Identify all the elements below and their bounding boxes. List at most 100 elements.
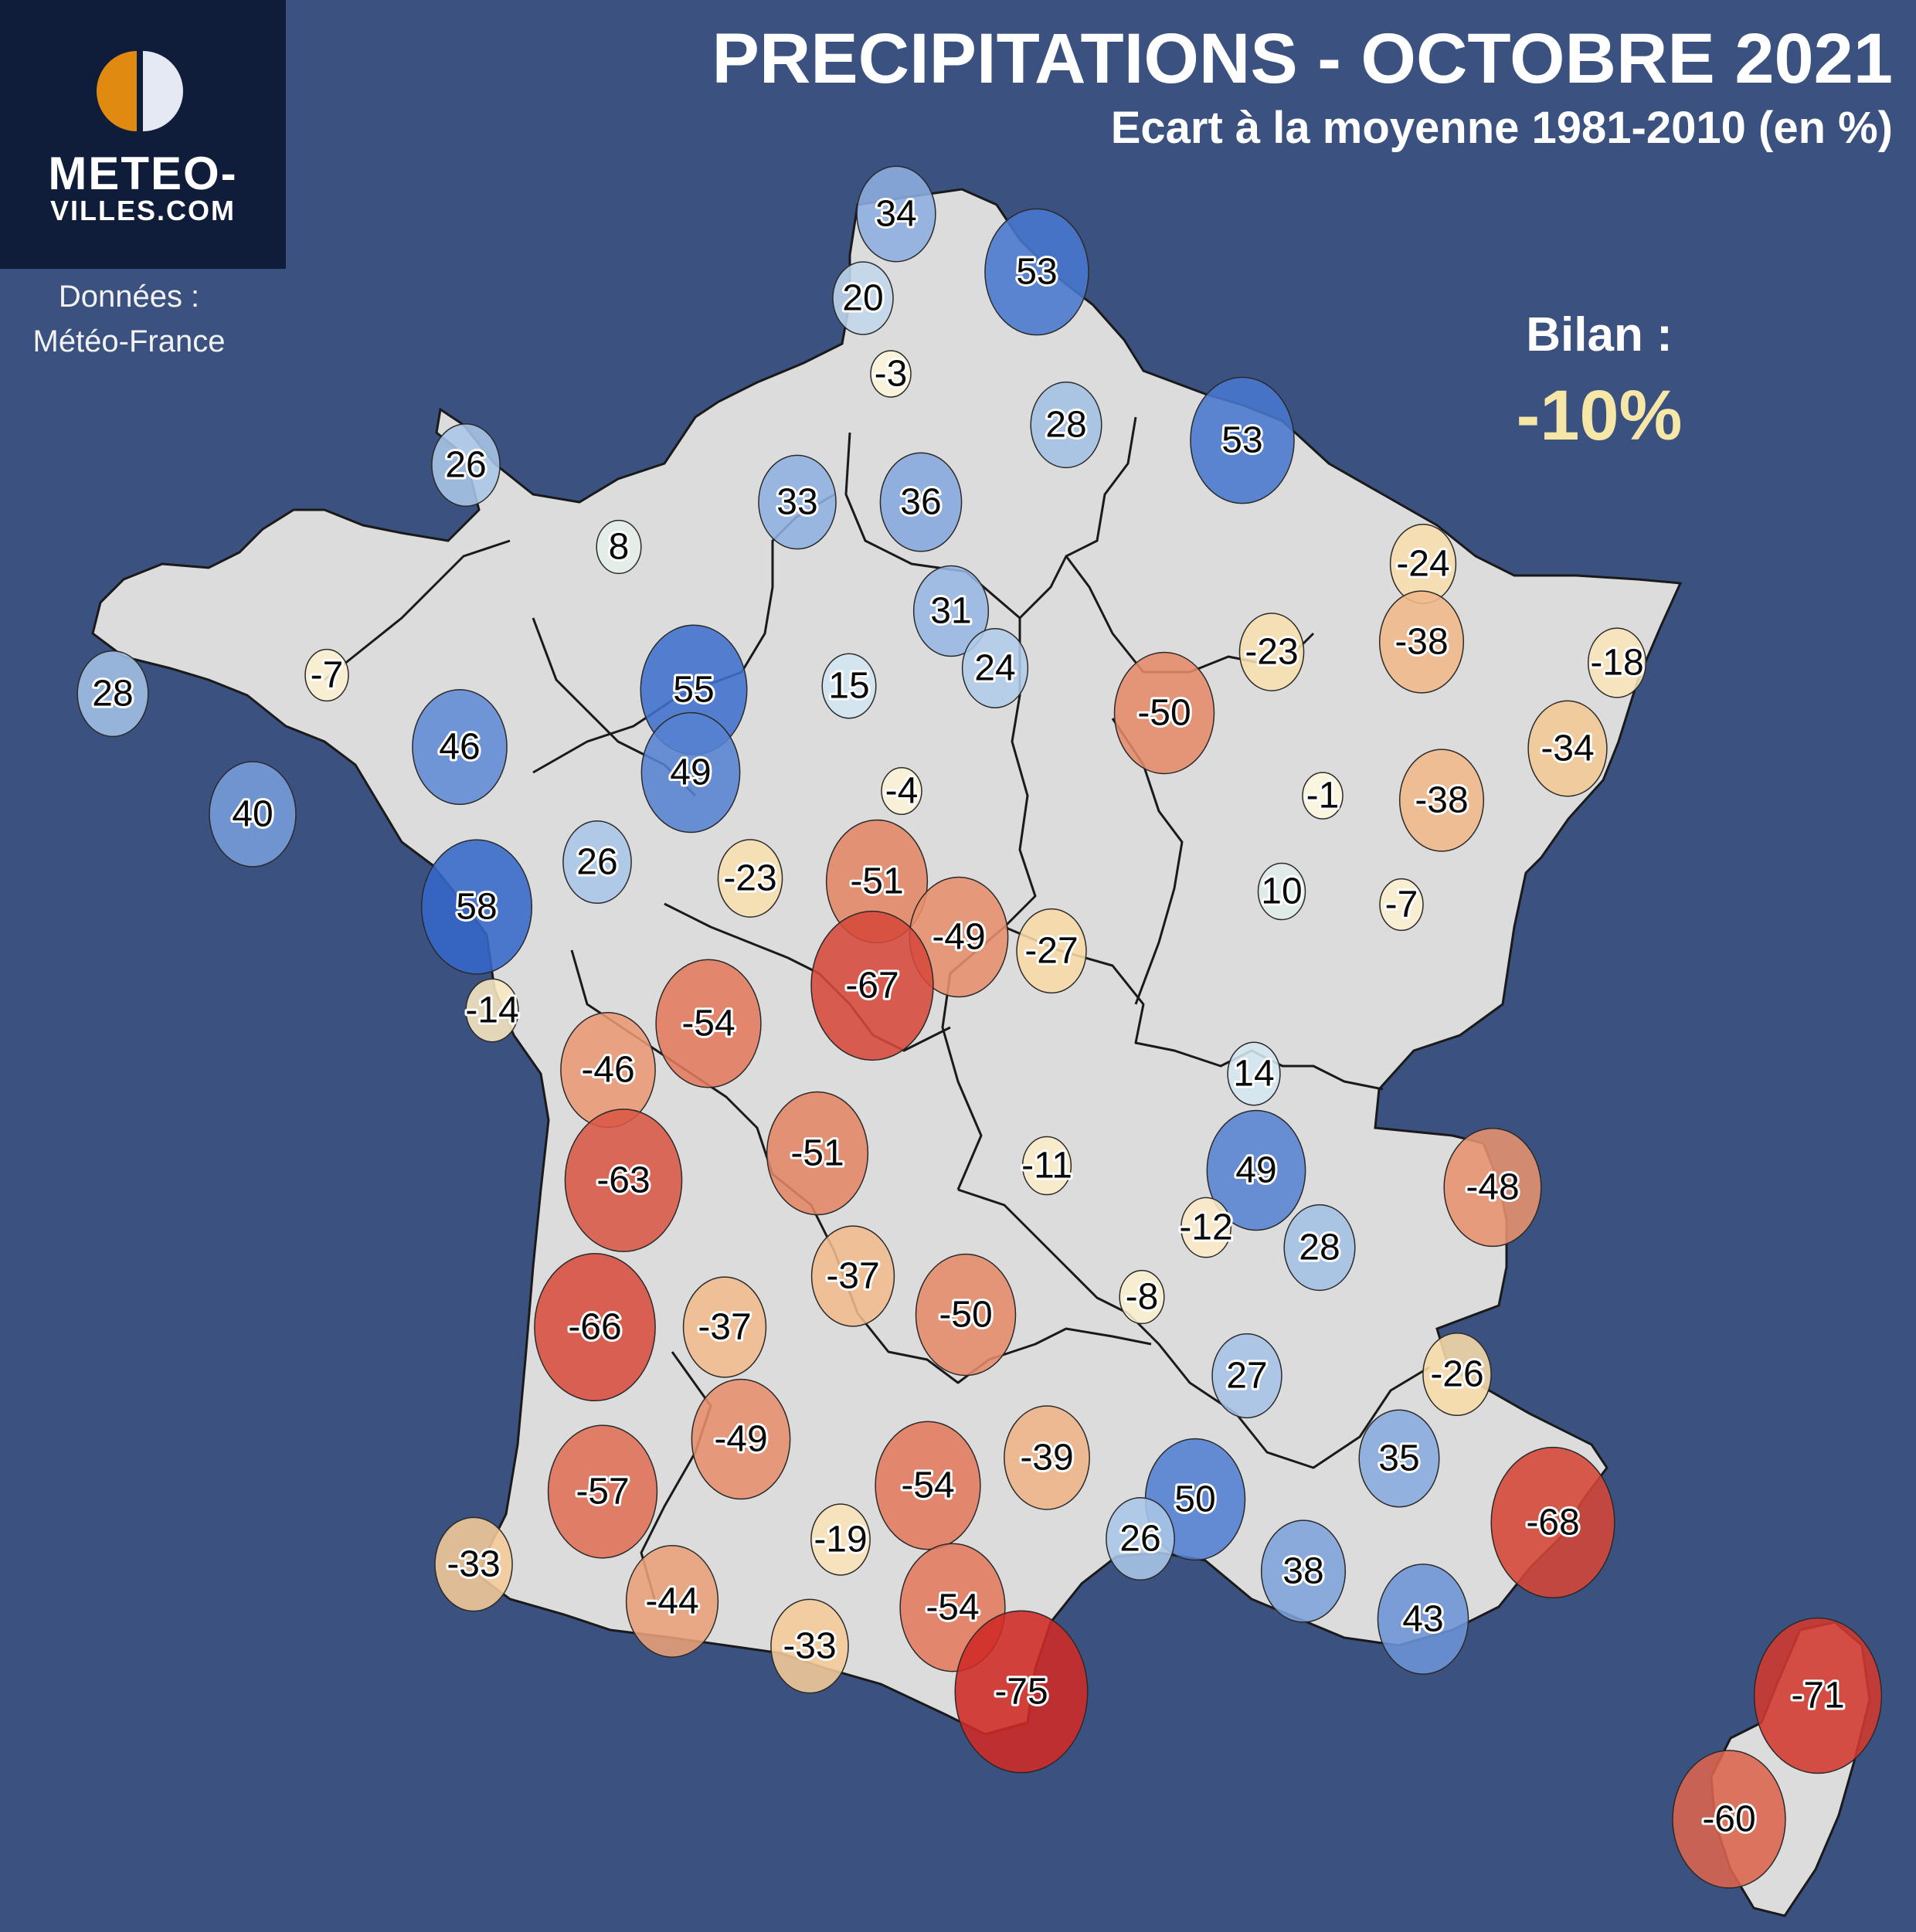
station-marker [1190,376,1295,504]
station-marker [881,767,922,815]
station-bubble: -44 [625,1545,719,1658]
station-value-label: -7 [1385,885,1418,925]
station-marker [1119,1269,1165,1325]
station-value-label: -23 [1245,632,1298,673]
station-marker [984,208,1089,336]
station-marker [1211,1333,1282,1419]
station-bubble: 36 [879,452,963,552]
station-value-label: -50 [939,1295,992,1336]
station-bubble: -33 [434,1516,513,1612]
station-bubble: -26 [1422,1332,1492,1417]
station-bubble: -1 [1302,772,1344,820]
station-marker [1377,1564,1469,1675]
station-marker [1257,862,1306,921]
station-value-label: 55 [673,670,714,711]
station-bubble: 26 [431,423,501,508]
station-value-label: -7 [311,655,344,696]
station-bubble: -57 [547,1424,658,1559]
station-marker [1672,1750,1786,1889]
station-value-label: -75 [994,1672,1048,1713]
station-value-label: 43 [1402,1599,1443,1640]
station-bubble: -49 [691,1378,791,1500]
station-marker [420,839,533,975]
station-marker [1398,749,1485,852]
station-bubble: -24 [1389,524,1457,604]
station-value-label: -27 [1024,931,1078,972]
station-value-label: -37 [826,1256,879,1297]
station-marker [465,978,519,1043]
station-value-label: -19 [814,1519,867,1560]
station-marker [1422,1332,1492,1417]
station-value-label: -51 [790,1133,844,1174]
station-bubble: -4 [881,767,922,815]
station-bubble: 26 [1106,1496,1175,1581]
station-value-label: -14 [465,990,518,1031]
station-marker [1260,1519,1347,1623]
station-marker [1753,1617,1883,1774]
logo-brand-line1: METEO- [48,148,238,199]
station-marker [832,261,894,335]
station-bubble: 53 [1190,376,1295,504]
station-marker [1379,878,1424,932]
station-value-label: -54 [681,1003,735,1044]
station-value-label: 58 [456,887,497,928]
station-marker [1004,1405,1090,1510]
station-value-label: 20 [842,278,883,319]
page-title: PRECIPITATIONS - OCTOBRE 2021 [712,19,1893,98]
station-value-label: -68 [1526,1502,1579,1543]
station-bubble: -63 [564,1109,683,1252]
station-marker [1490,1446,1615,1599]
station-marker [209,761,297,868]
station-bubble: -23 [717,839,783,918]
station-value-label: -49 [714,1419,767,1460]
station-bubble: -39 [1004,1405,1090,1510]
station-bubble: -46 [560,1011,656,1129]
station-marker [875,1421,981,1550]
station-bubble: 38 [1260,1519,1347,1623]
station-marker [1443,1127,1542,1248]
station-bubble: 43 [1377,1564,1469,1675]
station-value-label: -33 [783,1626,836,1667]
station-bubble: 28 [76,650,149,738]
station-value-label: -63 [596,1160,650,1201]
station-marker [1527,700,1608,797]
station-bubble: -37 [682,1276,767,1378]
station-marker [870,350,912,398]
station-value-label: 28 [1299,1227,1340,1268]
station-bubble: 40 [209,761,297,868]
station-value-label: -51 [850,861,903,902]
station-bubble: -18 [1587,627,1647,698]
summary-label: Bilan : [1526,308,1673,362]
station-marker [691,1378,791,1500]
station-bubble: 34 [856,165,936,263]
station-bubble: 26 [562,820,632,905]
station-bubble: -27 [1016,908,1087,994]
station-value-label: -34 [1541,728,1594,769]
source-line1: Données : [58,280,200,314]
station-bubble: -51 [766,1091,869,1216]
station-marker [1016,908,1087,994]
station-value-label: -60 [1702,1799,1755,1840]
station-value-label: -1 [1306,776,1340,817]
station-value-label: -66 [568,1307,621,1348]
station-marker [879,452,963,552]
station-bubble: 33 [758,454,837,550]
station-bubble: 28 [1030,381,1102,469]
station-bubble: -68 [1490,1446,1615,1599]
station-marker [596,519,642,575]
station-value-label: 26 [1119,1519,1160,1560]
station-value-label: 38 [1282,1551,1323,1592]
station-value-label: 46 [439,727,480,768]
station-value-label: 8 [609,527,630,568]
station-bubble: -23 [1238,613,1305,691]
station-value-label: -57 [576,1472,629,1513]
station-bubble: -38 [1398,749,1485,852]
station-value-label: -48 [1466,1167,1519,1208]
station-marker [534,1252,656,1402]
station-marker [1206,1109,1306,1231]
station-value-label: 26 [445,445,486,486]
station-marker [1227,1041,1281,1106]
station-bubble: -54 [875,1421,981,1550]
station-marker [856,165,936,263]
station-value-label: 34 [875,194,916,235]
